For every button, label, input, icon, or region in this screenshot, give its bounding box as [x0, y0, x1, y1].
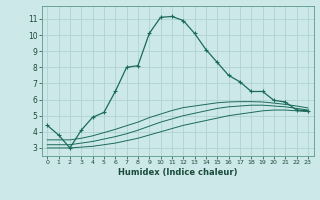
X-axis label: Humidex (Indice chaleur): Humidex (Indice chaleur) — [118, 168, 237, 177]
